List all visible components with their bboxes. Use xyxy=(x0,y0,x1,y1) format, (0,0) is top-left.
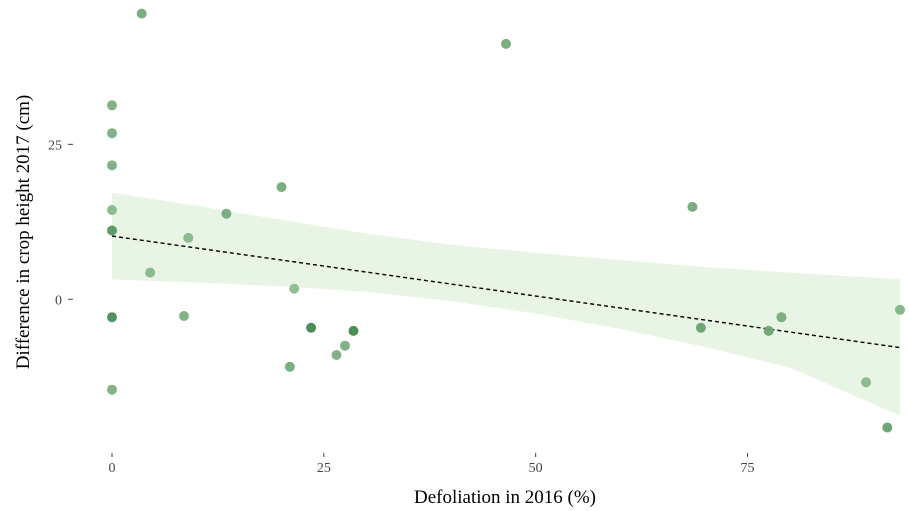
data-point xyxy=(107,384,117,395)
data-point xyxy=(107,160,117,171)
data-point xyxy=(183,232,194,243)
data-point xyxy=(107,100,117,111)
data-point xyxy=(289,283,300,294)
points-layer xyxy=(107,8,905,433)
x-tick-label: 0 xyxy=(109,461,116,476)
data-point xyxy=(348,325,359,336)
y-axis-ticks: 0 25 xyxy=(48,138,73,308)
data-point xyxy=(687,201,698,212)
data-point xyxy=(501,38,511,49)
data-point xyxy=(136,8,147,19)
data-point xyxy=(179,311,189,321)
data-point xyxy=(763,325,774,336)
x-tick-label: 75 xyxy=(740,461,754,476)
x-tick-label: 25 xyxy=(317,461,331,476)
data-point xyxy=(145,267,156,278)
data-point xyxy=(107,205,117,215)
data-point xyxy=(107,128,117,139)
data-point xyxy=(221,208,232,219)
data-point xyxy=(695,322,706,333)
y-axis-title: Difference in crop height 2017 (cm) xyxy=(13,95,34,370)
data-point xyxy=(331,350,342,360)
data-point xyxy=(776,312,787,323)
data-point xyxy=(276,182,287,193)
data-point xyxy=(284,361,295,372)
data-point xyxy=(895,304,905,315)
y-tick-label: 25 xyxy=(48,138,62,153)
data-point xyxy=(861,377,872,388)
x-tick-label: 50 xyxy=(529,461,543,476)
x-axis-title: Defoliation in 2016 (%) xyxy=(414,487,596,508)
confidence-band-layer xyxy=(112,192,900,416)
data-point xyxy=(882,422,893,433)
confidence-band xyxy=(112,192,900,416)
data-point xyxy=(306,322,317,333)
data-point xyxy=(107,312,117,323)
x-axis-ticks: 0 25 50 75 xyxy=(109,453,754,476)
data-point xyxy=(107,225,117,236)
data-point xyxy=(340,340,350,351)
y-tick-label: 0 xyxy=(55,293,62,308)
